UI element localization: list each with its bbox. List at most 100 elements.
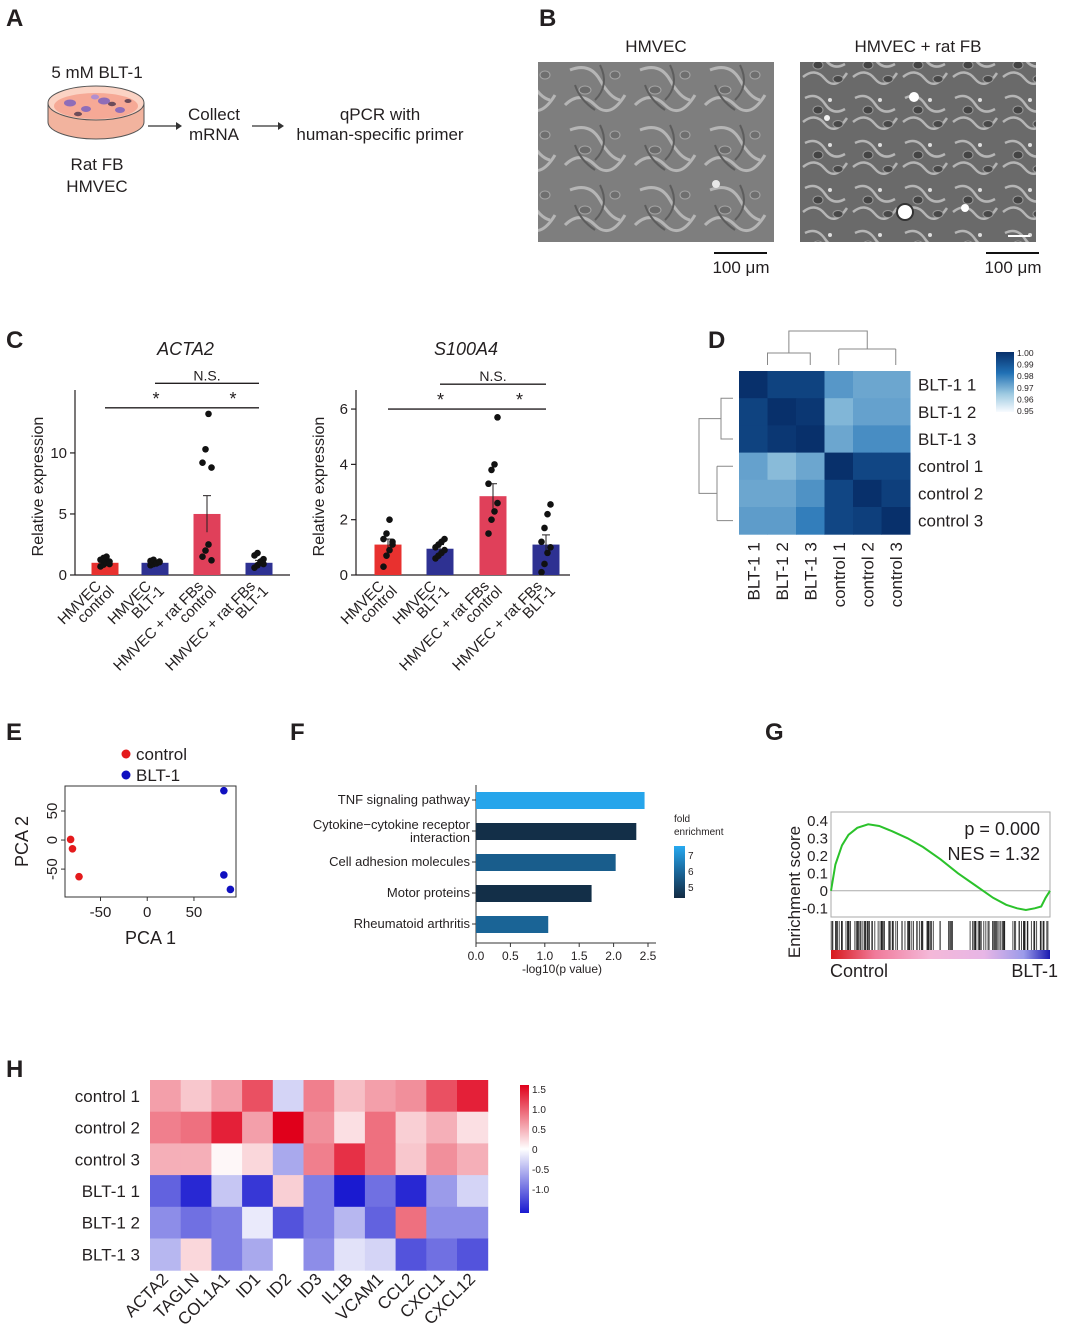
collect-step-line2: mRNA [189, 125, 240, 144]
data-point [103, 553, 110, 560]
heatmap-cell [303, 1175, 335, 1208]
scatter-point-control [68, 844, 77, 853]
phenotype-label-control: Control [830, 961, 888, 981]
scatter-point-BLT-1 [226, 885, 235, 894]
heatmap-cell [150, 1238, 182, 1271]
heatmap-cell [395, 1175, 427, 1208]
heatmap-cell [395, 1238, 427, 1271]
legend-marker-BLT-1 [121, 770, 131, 780]
row-label: control 1 [918, 457, 983, 476]
heatmap-cell [767, 425, 797, 454]
heatmap-cell [767, 452, 797, 481]
cells-label-rat-fb: Rat FB [71, 155, 124, 174]
enrichment-curve [830, 823, 1051, 912]
data-point [208, 464, 215, 471]
heatmap-cell [242, 1175, 274, 1208]
heatmap-cell [739, 398, 768, 426]
panel-label-d: D [708, 327, 725, 354]
row-label: control 2 [918, 484, 983, 503]
legend-colorbar [674, 846, 685, 898]
legend-title: enrichment [674, 827, 724, 838]
column-label: control 1 [830, 542, 849, 607]
data-point [386, 516, 393, 523]
heatmap-cell [334, 1175, 366, 1208]
heatmap-cell [211, 1175, 243, 1208]
row-label: BLT-1 2 [82, 1214, 140, 1233]
gsea-nes: NES = 1.32 [947, 844, 1040, 864]
data-point [199, 459, 206, 466]
heatmap-cell [426, 1206, 458, 1239]
heatmap-cell [211, 1206, 243, 1239]
workflow-arrow-2 [252, 122, 284, 130]
heatmap-cell [426, 1111, 458, 1144]
heatmap-cell [180, 1206, 212, 1239]
x-tick-label: 1.0 [536, 949, 553, 963]
heatmap-cell [881, 507, 911, 535]
heatmap-cell [334, 1238, 366, 1271]
data-point [485, 530, 492, 537]
data-point [441, 535, 448, 543]
data-point [260, 560, 267, 568]
heatmap-cell [364, 1111, 397, 1144]
heatmap-cell [767, 507, 797, 535]
heatmap-cell [303, 1143, 335, 1176]
panel-label-c: C [6, 327, 23, 354]
heatmap-cell [211, 1080, 243, 1113]
colorbar-tick-label: 1.0 [532, 1105, 546, 1116]
heatmap-cell [881, 398, 911, 426]
x-tick-label: 0 [143, 904, 151, 921]
significance-mark: N.S. [479, 368, 506, 384]
colorbar-tick-label: -0.5 [532, 1165, 550, 1176]
workflow-arrow-1 [148, 122, 182, 130]
row-dendrogram [698, 397, 733, 522]
panel-label-e: E [6, 719, 22, 746]
row-label: BLT-1 3 [918, 430, 976, 449]
legend-label: control [136, 745, 187, 764]
data-point [485, 480, 492, 488]
legend-tick-label: 5 [688, 883, 694, 894]
heatmap-cell [150, 1080, 182, 1113]
heatmap-cell [824, 398, 854, 426]
bar-2 [476, 854, 616, 871]
colorbar-tick-label: 1.5 [532, 1085, 546, 1096]
heatmap-cell [364, 1206, 397, 1239]
heatmap-cell [364, 1238, 397, 1271]
significance-mark: * [152, 389, 159, 409]
heatmap-cell [364, 1175, 397, 1208]
y-tick-label: 10 [50, 445, 67, 462]
collect-step-line1: Collect [188, 105, 240, 124]
data-point [491, 508, 498, 515]
category-label: interaction [410, 830, 470, 845]
bar-0 [476, 792, 645, 809]
category-label: Cell adhesion molecules [329, 854, 470, 869]
data-point [199, 553, 206, 560]
y-tick-label: 0.4 [807, 813, 828, 830]
data-point [380, 535, 387, 543]
cells-label-hmvec: HMVEC [66, 177, 127, 196]
heatmap-cell [272, 1143, 304, 1176]
heatmap-cell [457, 1080, 489, 1113]
data-point [541, 560, 548, 568]
row-label: BLT-1 1 [82, 1182, 140, 1201]
x-tick-label: 0.0 [468, 949, 485, 963]
y-axis-label: PCA 2 [12, 816, 32, 867]
heatmap-cell [180, 1143, 212, 1176]
heatmap-cell [334, 1080, 366, 1113]
data-point [491, 461, 498, 468]
heatmap-cell [426, 1080, 458, 1113]
culture-dish-illustration [47, 85, 145, 140]
data-point [494, 414, 501, 421]
x-tick-label: -50 [90, 904, 112, 921]
heatmap-cell [796, 452, 825, 481]
heatmap-cell [211, 1238, 243, 1271]
heatmap-cell [824, 425, 854, 454]
heatmap-cell [334, 1111, 366, 1144]
heatmap-cell [739, 452, 768, 481]
legend-tick-label: 7 [688, 851, 694, 862]
colorbar [520, 1085, 529, 1213]
colorbar-tick-label: 0.97 [1017, 383, 1034, 393]
heatmap-cell [457, 1111, 489, 1144]
category-label: Rheumatoid arthritis [354, 916, 471, 931]
heatmap-cell [150, 1111, 182, 1144]
